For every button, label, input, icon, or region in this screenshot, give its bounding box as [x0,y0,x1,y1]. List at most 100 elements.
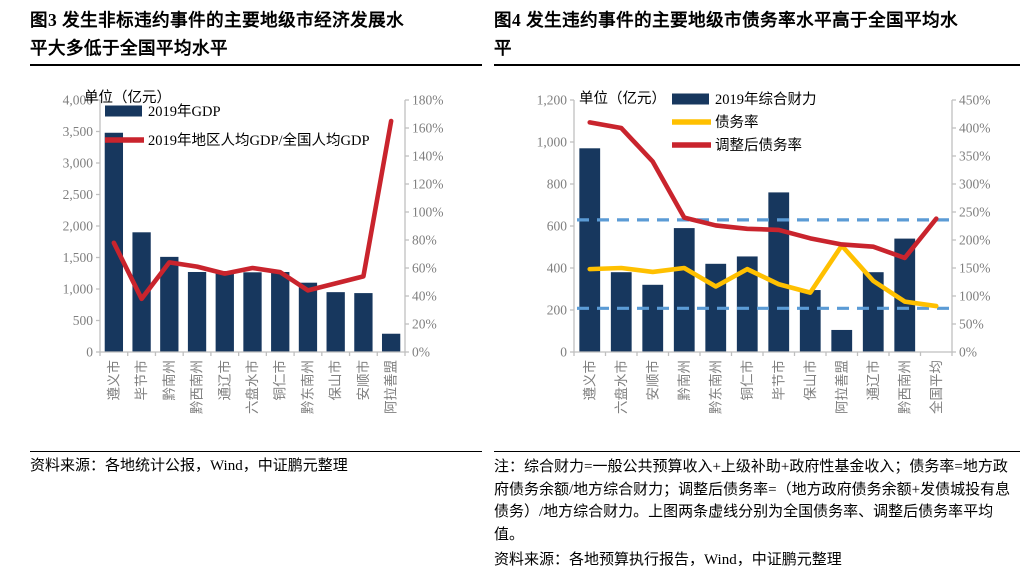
category-label: 阿拉善盟 [384,360,399,414]
right-axis-tick-label: 120% [412,177,444,192]
bar [642,284,664,352]
bar [132,232,151,352]
category-label: 铜仁市 [739,360,755,401]
bar [381,333,401,352]
bar [326,292,345,352]
bar [894,238,916,352]
category-label: 铜仁市 [272,360,288,401]
left-axis-tick-label: 0 [560,345,567,360]
bar [673,228,695,352]
left-axis-tick-label: 2,000 [63,219,94,234]
category-label: 黔东南州 [708,360,723,414]
category-label: 黔西南州 [897,360,912,414]
left-axis-tick-label: 500 [73,313,94,328]
category-label: 阿拉善盟 [834,360,849,414]
left-axis-tick-label: 1,200 [537,93,568,108]
left-axis-tick-label: 1,000 [63,282,94,297]
category-label: 通辽市 [216,360,232,401]
left-axis-tick-label: 600 [547,219,568,234]
category-label: 六盘水市 [244,360,260,414]
category-label: 保山市 [802,360,818,401]
bar [187,271,207,352]
figure4-panel: 图4 发生违约事件的主要地级市债务率水平高于全国平均水平 0 200 400 600 8… [494,6,1020,575]
right-axis-tick-label: 180% [412,93,444,108]
right-axis-tick-label: 450% [959,93,991,108]
category-label: 毕节市 [770,360,786,401]
right-axis-tick-label: 0% [412,345,430,360]
bar [298,282,318,352]
legend-label: 2019年地区人均GDP/全国人均GDP [148,131,370,149]
figure3-source: 资料来源：各地统计公报，Wind，中证鹏元整理 [30,458,348,474]
bar [799,290,821,352]
left-axis-tick-label: 400 [547,261,568,276]
category-label: 遵义市 [581,360,597,401]
figure3-chart: 0 500 1,000 1,500 2,000 2,500 3,000 3,500 4,000 0… [63,89,444,414]
left-axis-tick-label: 200 [547,303,568,318]
right-axis-tick-label: 300% [959,177,991,192]
right-axis-tick-label: 100% [412,205,444,220]
right-axis-tick-label: 250% [959,205,991,220]
category-label: 黔南州 [677,360,692,401]
line-series [587,243,939,309]
bar [271,271,290,352]
bar [610,272,632,352]
category-label: 保山市 [327,360,343,401]
left-axis-tick-label: 800 [547,177,568,192]
category-label: 遵义市 [105,360,121,401]
figure3-panel: 图3 发生非标违约事件的主要地级市经济发展水平大多低于全国平均水平 0 500 1,… [30,6,482,575]
unit-label: 单位（亿元） [579,90,666,107]
line-series [587,120,939,261]
legend-label: 债务率 [715,114,759,131]
left-axis-tick-label: 2,500 [63,187,94,202]
figure3-footer-rule [30,451,482,452]
figure4-title: 图4 发生违约事件的主要地级市债务率水平高于全国平均水平 [494,10,959,58]
right-axis-tick-label: 100% [959,289,991,304]
category-label: 黔东南州 [300,360,315,414]
right-axis-tick-label: 20% [412,317,437,332]
category-label: 黔南州 [162,360,177,401]
category-label: 通辽市 [865,360,881,401]
bar [831,329,853,352]
legend-bar-swatch [672,93,709,105]
bar [768,192,790,352]
category-label: 安顺市 [355,360,371,401]
bar [862,272,884,352]
unit-label: 单位（亿元） [84,89,171,106]
bar [243,272,262,352]
figure3-title: 图3 发生非标违约事件的主要地级市经济发展水平大多低于全国平均水平 [30,10,405,58]
line-series [111,118,394,302]
left-axis-tick-label: 3,500 [63,124,94,139]
bar [215,271,234,352]
right-axis-tick-label: 50% [959,317,984,332]
figure4-title-rule [494,64,1020,66]
right-axis-tick-label: 160% [412,121,444,136]
left-axis-tick-label: 4,000 [63,93,94,108]
category-label: 六盘水市 [613,360,629,414]
legend-label: 2019年综合财力 [715,91,817,108]
left-axis-tick-label: 0 [86,345,93,360]
bar [736,256,758,352]
right-axis-tick-label: 60% [412,261,437,276]
right-axis-tick-label: 80% [412,233,437,248]
right-axis-tick-label: 350% [959,149,991,164]
figure4-chart: 0 200 400 600 800 1,000 1,200 0% 50% 100% 150% 200%… [537,90,991,414]
right-axis-tick-label: 40% [412,289,437,304]
right-axis-tick-label: 150% [959,261,991,276]
right-axis-tick-label: 400% [959,121,991,136]
legend-label: 2019年GDP [148,103,221,120]
figure4-source: 资料来源：各地预算执行报告，Wind，中证鹏元整理 [494,552,842,568]
bar [354,293,373,352]
left-axis-tick-label: 1,500 [63,250,94,265]
category-label: 黔西南州 [190,360,205,414]
bar [160,256,179,352]
bar [579,148,601,352]
left-axis-tick-label: 1,000 [537,135,568,150]
figure3-title-rule [30,64,482,66]
legend-label: 调整后债务率 [715,137,802,154]
right-axis-tick-label: 140% [412,149,444,164]
figure4-footer-rule [494,451,1020,452]
legend-bar-swatch [105,105,142,117]
category-label: 安顺市 [644,360,660,401]
category-label: 全国平均 [928,360,944,414]
